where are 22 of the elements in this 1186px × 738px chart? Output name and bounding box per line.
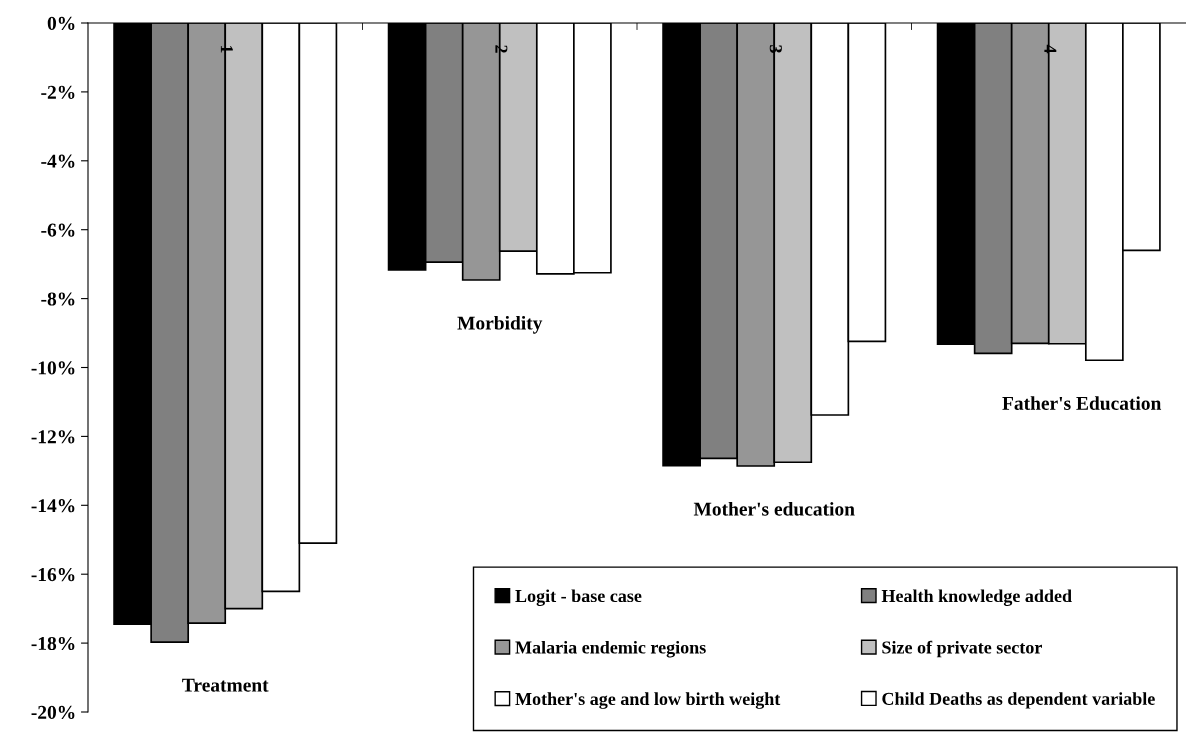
y-tick-label: -8% — [41, 292, 75, 306]
y-tick-label: -2% — [41, 85, 75, 99]
legend-label: Child Deaths as dependent variable — [882, 692, 1155, 709]
annotation: Treatment — [182, 678, 269, 692]
y-tick-label: -14% — [31, 499, 75, 513]
annotation: Morbidity — [457, 315, 543, 334]
legend-label: Logit - base case — [515, 589, 642, 606]
legend-label: Size of private sector — [882, 640, 1042, 658]
legend-label: Malaria endemic regions — [515, 640, 706, 658]
y-tick-label: -20% — [31, 705, 75, 719]
y-tick-label: -12% — [31, 430, 75, 444]
legend-label: Health knowledge added — [881, 589, 1072, 606]
y-tick-label: -10% — [31, 361, 75, 375]
y-tick-label: -6% — [41, 223, 75, 237]
annotation: Father's Education — [1002, 396, 1162, 410]
x-tick-label: 2 — [495, 45, 508, 53]
y-tick-label: -4% — [41, 154, 75, 168]
legend-label: Mother's age and low birth weight — [515, 692, 781, 709]
y-tick-label: -16% — [31, 568, 75, 582]
y-tick-label: -18% — [31, 636, 75, 651]
y-tick-label: 0% — [47, 16, 75, 30]
annotation: Mother's education — [693, 502, 855, 516]
